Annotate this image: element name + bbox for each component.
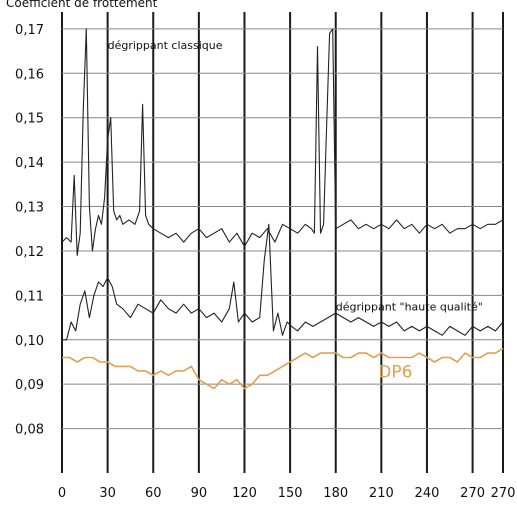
x-tick-label: 60 [145, 486, 162, 501]
y-axis-ticks: 0,08 0,09 0,10 0,11 0,12 0,13 0,14 0,15 0,16 0,17 [15, 23, 44, 438]
series-annotations: dégrippant classique dégrippant "haute qu… [108, 39, 483, 383]
x-tick-label: 270 [460, 486, 485, 501]
chart-title: Coefficient de frottement [6, 0, 158, 10]
y-tick-label: 0,17 [15, 23, 44, 38]
x-tick-label: 270 [491, 486, 516, 501]
annotation-1: dégrippant "haute qualité" [336, 300, 483, 313]
y-tick-label: 0,11 [15, 289, 44, 304]
y-tick-label: 0,13 [15, 201, 44, 216]
annotation-0: dégrippant classique [108, 39, 223, 52]
y-tick-label: 0,10 [15, 334, 44, 349]
series-line-2 [62, 347, 504, 390]
grid [61, 12, 504, 473]
series-line-0 [61, 28, 504, 256]
x-tick-label: 30 [99, 486, 116, 501]
series-lines [61, 28, 504, 390]
y-tick-label: 0,14 [15, 156, 44, 171]
series-line-1 [62, 223, 504, 341]
y-tick-label: 0,16 [15, 67, 44, 82]
x-tick-label: 240 [415, 486, 440, 501]
x-tick-label: 180 [323, 486, 348, 501]
y-tick-label: 0,08 [15, 423, 44, 438]
y-tick-label: 0,15 [15, 112, 44, 127]
x-tick-label: 0 [58, 486, 66, 501]
x-tick-label: 120 [232, 486, 257, 501]
annotation-2: DP6 [378, 363, 412, 383]
x-tick-label: 90 [191, 486, 208, 501]
x-tick-label: 150 [278, 486, 303, 501]
x-axis-ticks: 0 30 60 90 120 150 180 210 240 270 270 [58, 486, 516, 501]
x-tick-label: 210 [369, 486, 394, 501]
y-tick-label: 0,12 [15, 245, 44, 260]
y-tick-label: 0,09 [15, 378, 44, 393]
